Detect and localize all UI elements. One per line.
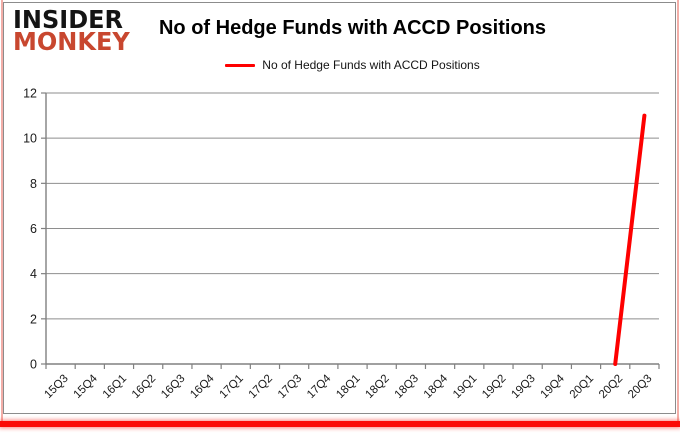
x-tick-label: 16Q4	[188, 372, 217, 401]
insider-monkey-logo: INSIDER MONKEY	[13, 4, 130, 57]
x-tick-label: 19Q1	[451, 373, 479, 401]
x-tick-label: 16Q3	[159, 373, 187, 401]
y-tick-label: 6	[30, 222, 37, 236]
x-tick-label: 16Q2	[130, 373, 158, 401]
chart-title: No of Hedge Funds with ACCD Positions	[158, 17, 547, 39]
x-tick-label: 17Q2	[247, 373, 275, 401]
x-tick-label: 19Q4	[539, 372, 568, 401]
logo-insider-text: INSIDER	[13, 4, 124, 35]
y-tick-label: 2	[30, 312, 37, 326]
y-tick-label: 12	[23, 87, 37, 101]
x-tick-label: 20Q2	[597, 373, 625, 401]
x-tick-label: 20Q1	[568, 373, 596, 401]
chart-legend: No of Hedge Funds with ACCD Positions	[46, 57, 659, 73]
decor-left-pink-edge	[1, 0, 3, 427]
logo-monkey-text: MONKEY	[13, 26, 130, 57]
x-tick-label: 18Q2	[363, 373, 391, 401]
chart-container: INSIDER MONKEY No of Hedge Funds with AC…	[3, 2, 676, 414]
x-tick-label: 17Q3	[276, 373, 304, 401]
x-tick-label: 18Q3	[393, 373, 421, 401]
x-tick-label: 19Q2	[480, 373, 508, 401]
y-tick-label: 10	[23, 132, 37, 146]
x-tick-label: 16Q1	[101, 373, 129, 401]
series-line	[613, 113, 647, 366]
decor-right-pink-edge	[677, 0, 679, 427]
x-tick-label: 15Q4	[72, 372, 101, 401]
x-tick-label: 19Q3	[509, 373, 537, 401]
x-tick-label: 15Q3	[42, 373, 70, 401]
x-tick-label: 17Q4	[305, 372, 334, 401]
x-tick-label: 18Q4	[422, 372, 451, 401]
y-tick-label: 8	[30, 177, 37, 191]
y-tick-label: 4	[30, 267, 37, 281]
x-tick-label: 17Q1	[217, 373, 245, 401]
x-tick-label: 20Q3	[626, 373, 654, 401]
x-tick-label: 18Q1	[334, 373, 362, 401]
decor-bottom-red-bar	[0, 421, 680, 427]
legend-line-swatch	[225, 63, 256, 67]
y-tick-label: 0	[30, 358, 37, 372]
legend-label: No of Hedge Funds with ACCD Positions	[262, 58, 480, 72]
